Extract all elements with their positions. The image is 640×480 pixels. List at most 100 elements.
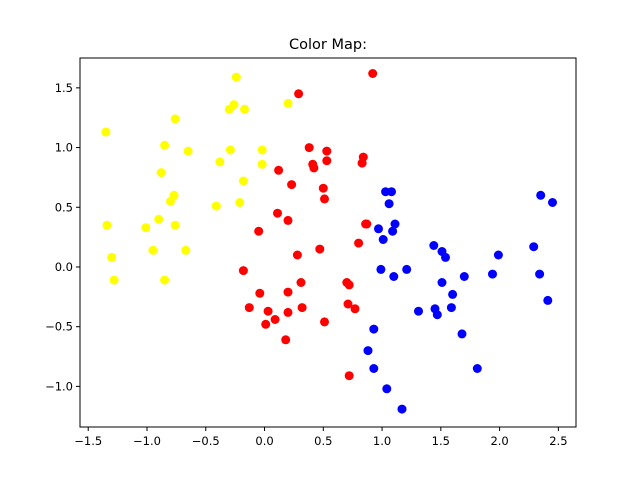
point-1-20 <box>309 163 319 173</box>
point-0-23 <box>238 176 248 186</box>
point-0-20 <box>229 100 239 110</box>
point-0-8 <box>160 140 170 150</box>
point-1-28 <box>343 299 353 309</box>
point-2-28 <box>493 250 503 260</box>
point-2-20 <box>437 278 447 287</box>
y-tick-label: 1.0 <box>55 141 73 155</box>
point-2-12 <box>390 219 400 229</box>
point-1-31 <box>350 304 360 314</box>
point-1-29 <box>344 280 354 290</box>
point-0-1 <box>102 220 112 230</box>
point-2-29 <box>529 242 539 252</box>
point-2-14 <box>402 264 412 274</box>
y-tick-label: −0.5 <box>45 320 73 334</box>
point-1-25 <box>322 146 332 156</box>
plot-frame <box>79 57 577 428</box>
point-0-27 <box>283 98 293 108</box>
x-tick-label: 0.0 <box>255 434 273 448</box>
point-1-2 <box>254 226 264 236</box>
point-1-15 <box>294 89 304 99</box>
point-0-16 <box>211 201 221 211</box>
point-2-27 <box>488 269 497 279</box>
x-tick-label: 1.5 <box>432 434 450 448</box>
y-tick-label: 0.5 <box>55 200 73 214</box>
point-1-13 <box>287 180 297 190</box>
point-2-32 <box>543 295 553 305</box>
point-0-3 <box>109 275 119 285</box>
point-2-25 <box>459 272 469 281</box>
point-1-16 <box>296 278 306 287</box>
point-2-3 <box>374 224 383 234</box>
y-tick-label: 1.5 <box>55 81 73 95</box>
point-2-7 <box>382 384 392 394</box>
point-1-14 <box>292 250 302 260</box>
point-2-31 <box>536 190 546 200</box>
point-0-12 <box>170 220 180 230</box>
point-1-23 <box>320 194 329 204</box>
point-2-22 <box>446 303 456 313</box>
point-0-19 <box>225 145 235 155</box>
point-1-10 <box>283 215 293 225</box>
point-0-21 <box>231 72 241 82</box>
x-tick-label: 1.0 <box>373 434 391 448</box>
point-1-18 <box>304 143 314 153</box>
point-1-6 <box>270 315 280 324</box>
point-0-7 <box>156 168 166 178</box>
point-2-21 <box>441 252 450 262</box>
point-0-15 <box>183 146 193 156</box>
point-0-14 <box>181 245 191 255</box>
y-tick-label: −1.0 <box>45 379 73 393</box>
point-2-30 <box>535 269 545 279</box>
x-tick-label: −0.5 <box>192 434 220 448</box>
point-1-4 <box>261 319 271 329</box>
point-1-11 <box>283 287 293 297</box>
point-0-13 <box>170 114 180 124</box>
point-0-26 <box>257 159 267 169</box>
point-2-4 <box>376 264 386 274</box>
point-1-26 <box>322 156 332 166</box>
point-0-5 <box>148 245 158 255</box>
point-1-36 <box>362 219 372 229</box>
point-0-9 <box>160 275 170 285</box>
point-1-3 <box>255 288 265 298</box>
data-points <box>101 69 557 414</box>
point-1-22 <box>318 183 328 193</box>
point-1-8 <box>274 165 284 175</box>
x-axis: −1.5 −1.0 −0.5 0.0 0.5 1.0 1.5 2.0 2.5 <box>74 427 568 448</box>
point-1-24 <box>320 317 329 327</box>
x-tick-label: 2.0 <box>490 434 508 448</box>
point-2-5 <box>378 235 388 244</box>
chart-title: Color Map: <box>289 37 367 53</box>
point-1-9 <box>281 335 291 345</box>
x-tick-label: 0.5 <box>314 434 332 448</box>
point-2-33 <box>548 198 557 207</box>
point-2-24 <box>457 329 467 339</box>
point-0-11 <box>169 190 179 200</box>
point-1-32 <box>354 238 364 248</box>
point-1-34 <box>358 152 368 162</box>
point-1-37 <box>368 69 378 78</box>
point-2-23 <box>448 289 458 299</box>
point-1-17 <box>297 303 307 313</box>
point-2-13 <box>397 404 407 414</box>
point-2-15 <box>414 306 423 316</box>
point-2-0 <box>363 346 373 356</box>
point-2-2 <box>369 364 379 373</box>
x-tick-label: −1.5 <box>74 434 102 448</box>
point-1-5 <box>263 306 273 316</box>
point-0-2 <box>107 252 117 262</box>
point-1-7 <box>273 208 282 218</box>
point-0-4 <box>141 223 151 233</box>
y-tick-label: 0.0 <box>55 260 73 274</box>
point-2-1 <box>369 324 379 334</box>
point-0-25 <box>257 145 267 155</box>
point-2-26 <box>472 364 482 373</box>
point-2-8 <box>384 199 394 209</box>
point-0-24 <box>240 104 249 114</box>
point-2-10 <box>388 226 398 236</box>
point-1-21 <box>315 244 325 254</box>
point-1-12 <box>283 307 293 317</box>
point-2-9 <box>387 187 396 197</box>
point-2-16 <box>429 241 439 250</box>
